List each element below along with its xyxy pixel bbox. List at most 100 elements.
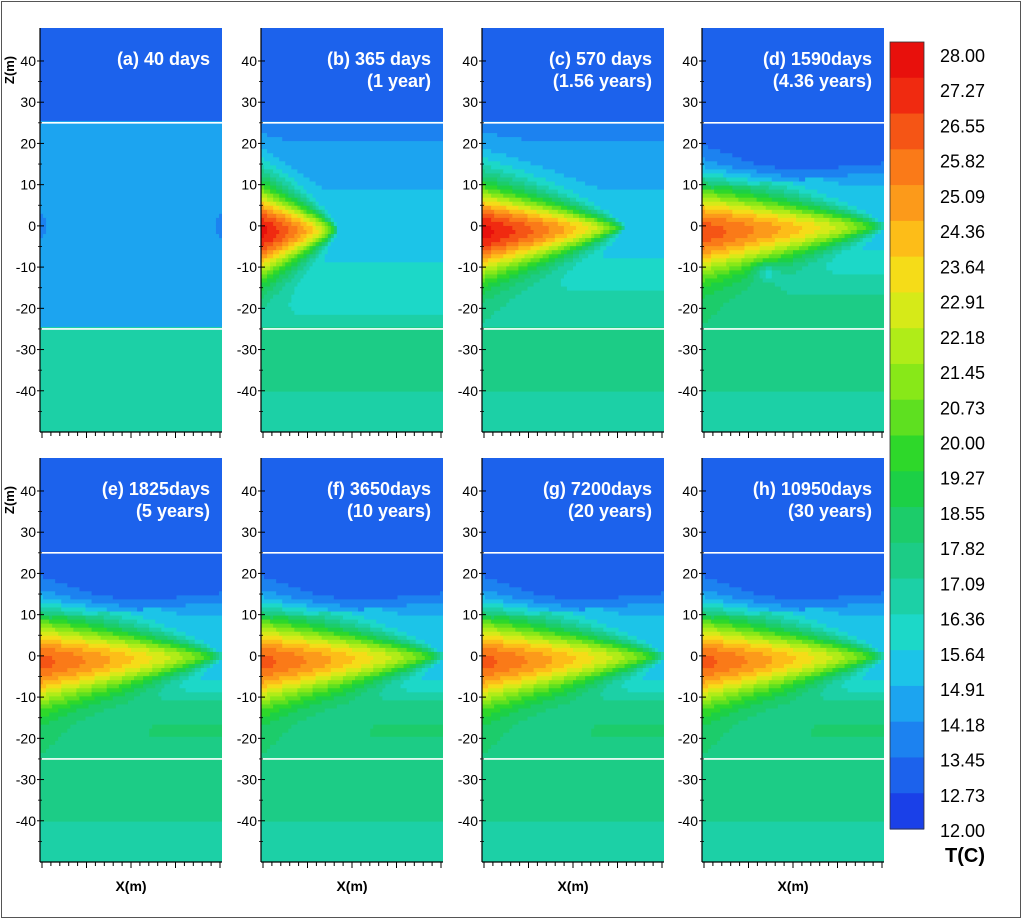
field-cell (482, 322, 664, 328)
field-cell (179, 643, 190, 649)
field-cell (485, 169, 504, 175)
field-cell (612, 676, 623, 681)
field-cell (261, 403, 443, 409)
panel-title-line2: (5 years) (136, 501, 210, 521)
field-cell (503, 692, 519, 697)
field-cell (753, 274, 761, 280)
field-cell (482, 466, 664, 471)
field-cell (799, 197, 812, 203)
field-cell (261, 583, 289, 588)
field-cell (702, 736, 721, 742)
field-cell (261, 740, 277, 746)
y-tick-label: 20 (682, 135, 698, 151)
field-cell (306, 254, 311, 259)
y-tick-label: -20 (237, 300, 257, 316)
y-axis-label: Z(m) (2, 486, 17, 514)
field-cell (536, 262, 547, 267)
field-cell (161, 607, 222, 613)
field-cell (780, 270, 797, 276)
field-cell (40, 744, 50, 750)
field-cell (850, 643, 858, 649)
field-cell (182, 680, 222, 685)
field-cell (774, 696, 797, 701)
field-cell (264, 189, 271, 195)
field-cell (491, 242, 507, 247)
field-cell (783, 615, 806, 621)
field-cell (545, 262, 556, 267)
field-cell (753, 692, 773, 697)
field-cell (482, 837, 664, 843)
field-cell (43, 611, 65, 617)
field-cell (515, 651, 544, 657)
field-cell (273, 254, 280, 259)
field-cell (327, 639, 347, 645)
field-cell (551, 643, 571, 649)
field-cell (40, 28, 222, 33)
field-cell (509, 700, 526, 706)
field-cell (397, 660, 408, 665)
field-cell (512, 213, 529, 219)
field-cell (264, 165, 277, 170)
field-cell (509, 298, 664, 304)
field-cell (273, 270, 280, 276)
field-cell (309, 266, 443, 271)
field-cell (261, 242, 265, 247)
field-cell (161, 688, 187, 693)
field-cell (802, 631, 815, 637)
field-cell (582, 246, 589, 251)
field-cell (397, 668, 408, 673)
field-cell (109, 655, 135, 661)
field-cell (179, 672, 190, 677)
field-cell (276, 234, 286, 239)
field-cell (40, 234, 44, 239)
field-cell (738, 720, 884, 726)
field-cell (185, 647, 196, 653)
field-cell (288, 185, 295, 191)
field-cell (288, 619, 308, 625)
field-cell (485, 575, 664, 580)
y-tick-label: -10 (678, 689, 698, 705)
field-cell (573, 258, 583, 263)
field-cell (40, 189, 222, 195)
field-cell (636, 655, 647, 661)
field-cell (609, 209, 664, 215)
field-cell (723, 643, 752, 649)
field-cell (215, 660, 220, 665)
y-tick-label: 20 (241, 135, 257, 151)
field-cell (282, 692, 298, 697)
field-cell (817, 246, 827, 251)
field-cell (279, 205, 286, 211)
field-cell (261, 619, 271, 625)
field-cell (40, 242, 222, 247)
field-cell (88, 623, 105, 629)
field-cell (342, 680, 353, 685)
field-cell (282, 209, 289, 215)
field-cell (808, 688, 824, 693)
field-cell (261, 108, 443, 114)
field-cell (482, 627, 498, 633)
field-cell (40, 56, 222, 61)
field-cell (702, 411, 884, 417)
field-cell (294, 234, 302, 239)
field-cell (312, 246, 317, 251)
field-cell (503, 635, 526, 641)
colorbar-level-label: 22.18 (940, 328, 985, 348)
field-cell (702, 254, 712, 259)
field-cell (768, 684, 782, 689)
field-cell (802, 225, 821, 231)
field-cell (261, 841, 443, 847)
field-cell (591, 238, 595, 243)
field-cell (566, 217, 580, 223)
field-cell (261, 668, 289, 673)
field-cell (536, 676, 553, 681)
colorbar-swatch (890, 363, 924, 401)
field-cell (744, 254, 758, 259)
field-cell (811, 672, 821, 677)
field-cell (261, 157, 265, 162)
field-cell (714, 672, 739, 677)
field-cell (862, 660, 867, 665)
field-cell (793, 611, 840, 617)
field-cell (726, 611, 746, 617)
